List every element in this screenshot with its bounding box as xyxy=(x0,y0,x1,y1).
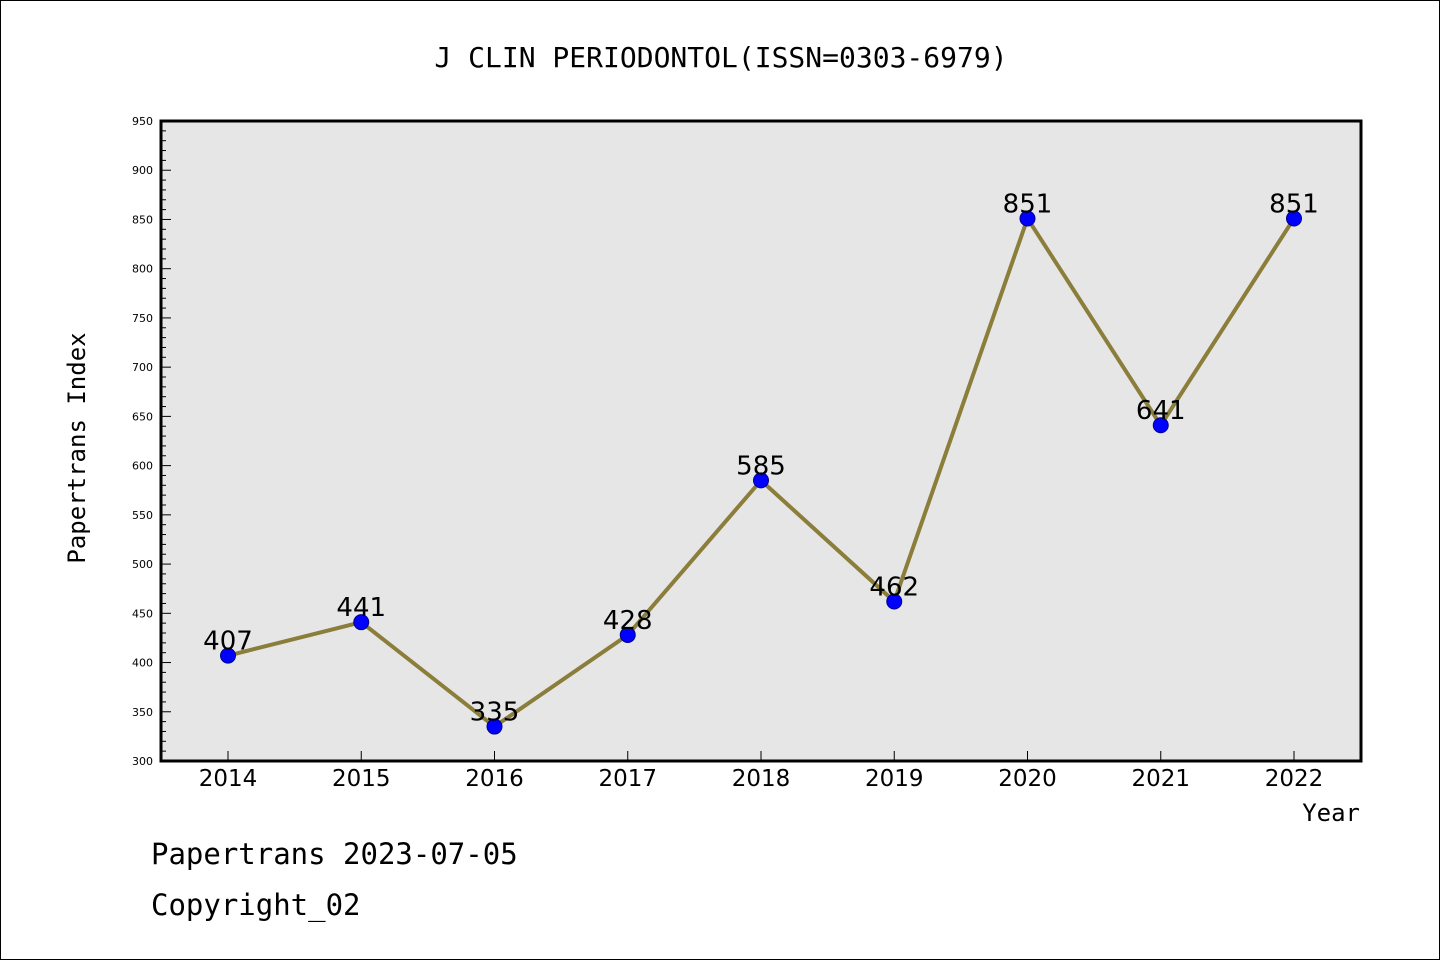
x-tick-label: 2018 xyxy=(732,766,791,792)
data-label: 428 xyxy=(603,606,653,636)
y-tick-label: 300 xyxy=(132,755,153,768)
data-point xyxy=(753,472,769,489)
data-labels: 407 441 335 428 585 462 851 641 851 xyxy=(203,189,1319,727)
y-tick-label: 550 xyxy=(132,509,153,522)
y-tick-label: 650 xyxy=(132,410,153,423)
y-axis-label: Papertrans Index xyxy=(63,332,91,563)
y-tick-label: 950 xyxy=(132,115,153,128)
plot-area xyxy=(161,121,1361,761)
x-tick-label: 2015 xyxy=(332,766,391,792)
data-point xyxy=(1286,210,1302,227)
y-tick-label: 400 xyxy=(132,657,153,670)
y-tick-label: 800 xyxy=(132,263,153,276)
data-label: 462 xyxy=(869,572,919,602)
y-tick-label: 850 xyxy=(132,213,153,226)
y-tick-label: 450 xyxy=(132,607,153,620)
x-tick-label: 2017 xyxy=(598,766,657,792)
data-point xyxy=(353,614,370,631)
data-point xyxy=(486,718,503,735)
x-tick-label: 2016 xyxy=(465,766,524,792)
y-tick-label: 600 xyxy=(132,460,153,473)
data-point xyxy=(619,626,636,643)
data-markers xyxy=(220,210,1302,735)
y-tick-label: 500 xyxy=(132,558,153,571)
x-tick-label: 2022 xyxy=(1265,766,1324,792)
x-tick-label: 2021 xyxy=(1131,766,1190,792)
data-label: 441 xyxy=(336,593,386,623)
data-label: 851 xyxy=(1269,189,1319,219)
x-tick-label: 2020 xyxy=(998,766,1057,792)
y-tick-label: 900 xyxy=(132,164,153,177)
x-tick-label: 2019 xyxy=(865,766,924,792)
footer-copyright: Copyright_02 xyxy=(151,888,361,923)
data-label: 407 xyxy=(203,627,253,657)
data-point xyxy=(220,647,236,664)
data-point xyxy=(1152,417,1169,434)
data-point xyxy=(1019,210,1036,227)
data-label: 641 xyxy=(1136,396,1186,426)
y-axis: 300 350 400 450 500 550 600 650 700 750 800 850 900 9… xyxy=(132,115,171,768)
footer-date: Papertrans 2023-07-05 xyxy=(151,837,518,871)
data-label: 335 xyxy=(470,698,520,728)
y-tick-label: 700 xyxy=(132,361,153,374)
y-tick-label: 750 xyxy=(132,312,153,325)
x-tick-label: 2014 xyxy=(199,766,258,792)
data-label: 585 xyxy=(736,451,786,481)
chart-title: J CLIN PERIODONTOL(ISSN=0303-6979) xyxy=(434,41,1007,74)
x-axis: 2014 2015 2016 2017 2018 2019 2020 2021 2022 xyxy=(199,751,1324,792)
data-label: 851 xyxy=(1003,189,1053,219)
y-tick-label: 350 xyxy=(132,706,153,719)
x-axis-label: Year xyxy=(1302,799,1360,827)
plot-frame xyxy=(159,119,1363,763)
data-point xyxy=(886,593,903,610)
